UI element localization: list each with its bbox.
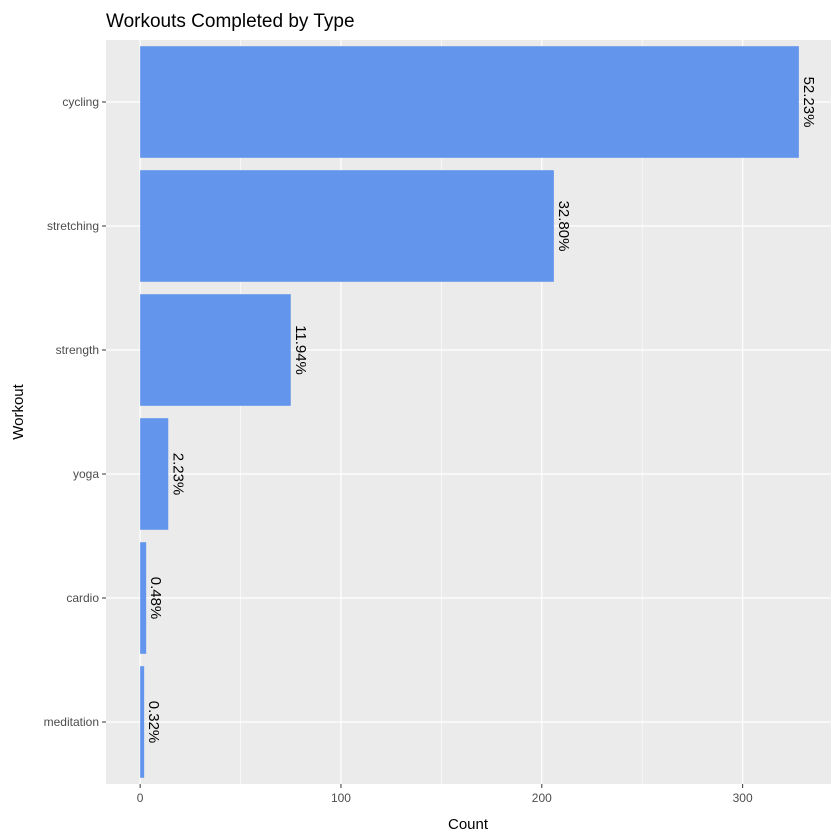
chart-title: Workouts Completed by Type: [106, 11, 355, 32]
y-tick-label: strength: [56, 343, 99, 357]
x-tick-label: 100: [331, 791, 351, 805]
x-tick-label: 200: [532, 791, 552, 805]
bar-cardio: [140, 542, 147, 654]
y-tick-label: meditation: [44, 715, 99, 729]
y-tick-label: cardio: [66, 591, 99, 605]
x-axis-title: Count: [448, 816, 489, 833]
y-tick-label: cycling: [62, 95, 99, 109]
bar-label-cycling: 52.23%: [800, 77, 817, 128]
bar-stretching: [140, 170, 554, 282]
bar-cycling: [140, 46, 799, 158]
bar-strength: [140, 294, 291, 406]
bar-label-meditation: 0.32%: [145, 701, 162, 744]
x-tick-label: 0: [137, 791, 144, 805]
bar-meditation: [140, 666, 145, 778]
bar-label-yoga: 2.23%: [169, 453, 186, 496]
plot-panel: [106, 40, 831, 784]
y-axis: cycling stretching strength yoga cardio medit…: [44, 95, 106, 729]
bars: [140, 46, 799, 778]
bar-label-stretching: 32.80%: [555, 201, 572, 252]
grid-minor: [240, 40, 643, 784]
x-axis: 0 100 200 300: [137, 784, 753, 805]
bar-yoga: [140, 418, 169, 530]
bar-label-strength: 11.94%: [292, 325, 309, 375]
bar-labels: 52.23% 32.80% 11.94% 2.23% 0.48% 0.32%: [145, 77, 817, 744]
y-tick-label: stretching: [47, 219, 99, 233]
y-axis-title: Workout: [10, 383, 27, 439]
y-tick-label: yoga: [73, 467, 99, 481]
bar-label-cardio: 0.48%: [147, 577, 164, 620]
x-tick-label: 300: [733, 791, 753, 805]
